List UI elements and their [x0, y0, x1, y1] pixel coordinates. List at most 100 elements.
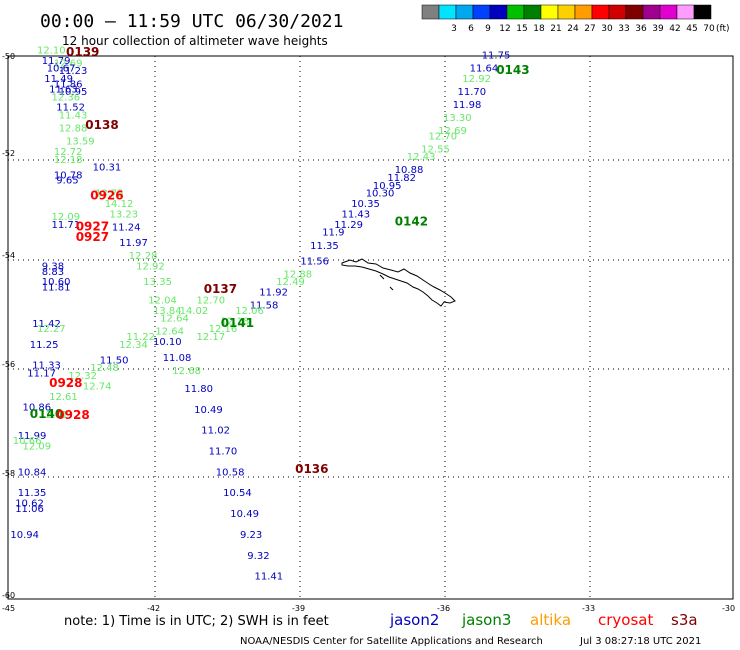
swh-observation: 10.60: [42, 277, 71, 288]
colorbar-tick-label: 42: [669, 24, 680, 34]
swh-observation: 12.92: [462, 74, 491, 85]
swh-observation: 12.28: [129, 251, 158, 262]
swh-observation: 11.22: [126, 332, 155, 343]
colorbar-legend: 3 6 9 12 15 18 21 24 27 30 33 36 39 42 45 70: [421, 4, 715, 34]
colorbar-swatch: [540, 4, 559, 20]
swh-observation: 12.92: [136, 262, 165, 273]
lat-lon-grid: [8, 56, 733, 599]
swh-observation: 10.88: [395, 165, 424, 176]
swh-observation: 11.79: [42, 56, 71, 67]
swh-observation: 11.92: [259, 288, 288, 299]
swh-observation: 12.49: [276, 277, 305, 288]
colorbar-swatch: [489, 4, 508, 20]
lon-label-42: -42: [147, 604, 160, 613]
pass-id-label: 0927: [76, 230, 109, 244]
swh-observation: 12.10: [37, 45, 66, 56]
swh-observation: 11.52: [56, 103, 85, 114]
swh-observation: 12.11: [39, 410, 68, 421]
swh-observation: 8.83: [42, 267, 64, 278]
swh-observation: 12.69: [438, 126, 467, 137]
swh-observation: 11.25: [30, 340, 59, 351]
legend-altika: altika: [530, 611, 571, 629]
swh-observation: 10.62: [15, 499, 44, 510]
swh-observation: 11.70: [209, 447, 238, 458]
lat-label-60: -60: [2, 591, 15, 600]
colorbar-tick-label: 24: [567, 24, 579, 34]
swh-observation: 11.29: [334, 220, 363, 231]
swh-observation: 10.66: [13, 436, 42, 447]
swh-observation: 10.58: [216, 467, 245, 478]
lon-label-45: -45: [2, 604, 15, 613]
swh-observation: 10.31: [93, 163, 122, 174]
footer-credit: NOAA/NESDIS Center for Satellite Applica…: [240, 636, 543, 647]
swh-observation: 10.30: [366, 189, 395, 200]
swh-observation: 11.50: [100, 355, 129, 366]
swh-observation: 12.32: [68, 371, 97, 382]
swh-observation: 11.41: [255, 572, 284, 583]
swh-observation: 11.35: [310, 241, 339, 252]
colorbar-swatch: [591, 4, 610, 20]
swh-observation: 12.06: [235, 306, 264, 317]
pass-id-label: 0143: [496, 63, 529, 77]
lat-label-58: -58: [2, 469, 15, 478]
swh-observation: 10.78: [54, 170, 83, 181]
swh-observation: 12.72: [54, 147, 83, 158]
colorbar-swatch: [608, 4, 627, 20]
swh-observation: 11.97: [119, 238, 148, 249]
swh-observation: 11.99: [18, 431, 47, 442]
swh-observation: 11.9: [322, 228, 344, 239]
swh-observation: 12.69: [54, 58, 83, 69]
legend-s3a: s3a: [671, 611, 698, 629]
map-frame: [7, 55, 734, 600]
swh-observation: 12.04: [148, 296, 177, 307]
swh-observation: 12.17: [197, 332, 226, 343]
lon-label-33: -33: [582, 604, 595, 613]
swh-observation: 9.38: [42, 262, 64, 273]
swh-observation: 10.94: [10, 530, 39, 541]
swh-observation: 13.75: [95, 189, 124, 200]
colorbar-tick-label: 30: [601, 24, 613, 34]
swh-observation: 12.27: [37, 324, 66, 335]
colorbar-tick-label: 39: [652, 24, 664, 34]
swh-observation: 10.49: [194, 405, 223, 416]
pass-id-label: 0138: [85, 118, 118, 132]
swh-observation: 12.61: [49, 392, 78, 403]
time-range-title: 00:00 – 11:59 UTC 06/30/2021: [40, 11, 343, 32]
lat-label-54: -54: [2, 251, 15, 260]
swh-observation: 12.88: [59, 124, 88, 135]
swh-observation: 11.43: [342, 210, 371, 221]
swh-observation: 12.55: [421, 144, 450, 155]
swh-observation: 11.81: [42, 283, 71, 294]
swh-observation: 11.43: [59, 111, 88, 122]
swh-observation: 10.86: [23, 402, 52, 413]
pass-id-label: 0142: [395, 214, 428, 228]
swh-observation: 11.58: [250, 301, 279, 312]
swh-observation: 11.64: [470, 64, 499, 75]
swh-observation: 9.32: [247, 551, 269, 562]
colorbar-swatch: [659, 4, 678, 20]
swh-observation: 12.36: [52, 92, 81, 103]
colorbar-tick-label: 21: [550, 24, 561, 34]
colorbar-tick-label: 36: [635, 24, 647, 34]
swh-observation: 11.08: [163, 353, 192, 364]
swh-observation: 12.88: [284, 269, 313, 280]
swh-observation: 12.34: [119, 340, 148, 351]
swh-observation: 12.74: [83, 381, 112, 392]
swh-observation: 11.23: [59, 66, 88, 77]
colorbar-swatch: [642, 4, 661, 20]
lon-label-36: -36: [437, 604, 450, 613]
swh-observation: 11.49: [44, 74, 73, 85]
south-georgia-island: [341, 258, 456, 307]
swh-observation: 12.18: [54, 155, 83, 166]
pass-id-label: 0137: [204, 282, 237, 296]
colorbar-swatch: [693, 4, 712, 20]
swh-observation: 10.10: [153, 337, 182, 348]
colorbar-tick-label: 27: [584, 24, 595, 34]
lat-label-56: -56: [2, 360, 15, 369]
colorbar-tick-label: 3: [451, 24, 457, 34]
swh-observation: 13.59: [66, 137, 95, 148]
swh-observation: 11.80: [184, 384, 213, 395]
pass-id-label: 0139: [66, 45, 99, 59]
colorbar-swatch: [625, 4, 644, 20]
